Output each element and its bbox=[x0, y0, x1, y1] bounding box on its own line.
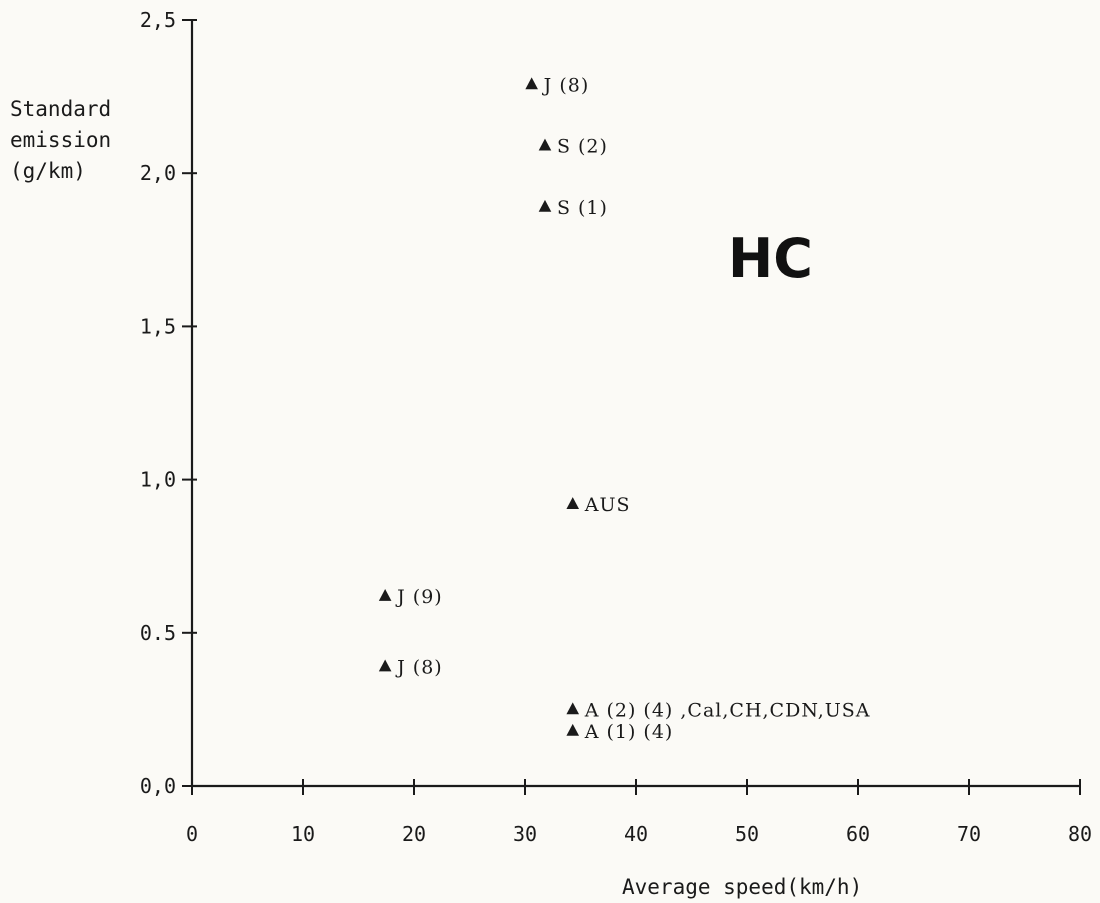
scatter-point-label: S (2) bbox=[557, 136, 608, 158]
scatter-point-label: J (8) bbox=[542, 74, 590, 96]
scatter-point-marker bbox=[378, 589, 392, 601]
x-tick-label: 10 bbox=[291, 822, 315, 846]
scatter-point-label: AUS bbox=[584, 494, 631, 516]
y-axis-title-line-3: (g/km) bbox=[10, 159, 86, 183]
x-tick-label: 40 bbox=[624, 822, 648, 846]
y-tick-label: 2,0 bbox=[140, 161, 176, 185]
scatter-point-label: S (1) bbox=[557, 197, 608, 219]
y-axis-title-line-2: emission bbox=[10, 128, 111, 152]
x-axis-ticks: 0 10 20 30 40 50 60 70 80 bbox=[186, 779, 1092, 846]
scatter-point-label: A (2) (4) ,Cal,CH,CDN,USA bbox=[584, 699, 871, 721]
x-tick-label: 60 bbox=[846, 822, 870, 846]
y-tick-label: 1,0 bbox=[140, 468, 176, 492]
y-tick-label: 2,5 bbox=[140, 8, 176, 32]
axes bbox=[190, 20, 1080, 788]
scatter-point-marker bbox=[566, 497, 580, 510]
y-axis-title-line-1: Standard bbox=[10, 97, 111, 121]
scatter-point-marker bbox=[566, 702, 580, 715]
scatter-point-marker bbox=[538, 199, 552, 212]
y-tick-label: 0.5 bbox=[140, 621, 176, 645]
x-tick-label: 70 bbox=[957, 822, 981, 846]
x-tick-label: 20 bbox=[402, 822, 426, 846]
scatter-point-label: J (8) bbox=[395, 657, 443, 679]
y-tick-label: 1,5 bbox=[140, 314, 176, 338]
x-tick-label: 50 bbox=[735, 822, 759, 846]
x-tick-label: 30 bbox=[513, 822, 537, 846]
scatter-point-marker bbox=[525, 77, 538, 90]
y-axis-title: Standard emission (g/km) bbox=[10, 97, 111, 183]
y-tick-label: 0,0 bbox=[140, 774, 176, 798]
scatter-point-marker bbox=[378, 659, 392, 672]
x-tick-label: 0 bbox=[186, 822, 198, 846]
scatter-point-marker bbox=[538, 138, 552, 151]
scatter-point-marker bbox=[566, 723, 580, 736]
x-tick-label: 80 bbox=[1068, 822, 1092, 846]
y-axis-ticks: 0,0 0.5 1,0 1,5 2,0 2,5 bbox=[140, 8, 197, 798]
scatter-point-label: A (1) (4) bbox=[584, 721, 674, 743]
data-points: J (8) S (2) S (1) AUS J (9) J (8) A (2) (4) ,C… bbox=[378, 74, 871, 743]
panel-annotation-hc: HC bbox=[728, 227, 813, 290]
x-axis-title: Average speed(km/h) bbox=[622, 875, 862, 899]
scatter-point-label: J (9) bbox=[395, 586, 443, 608]
